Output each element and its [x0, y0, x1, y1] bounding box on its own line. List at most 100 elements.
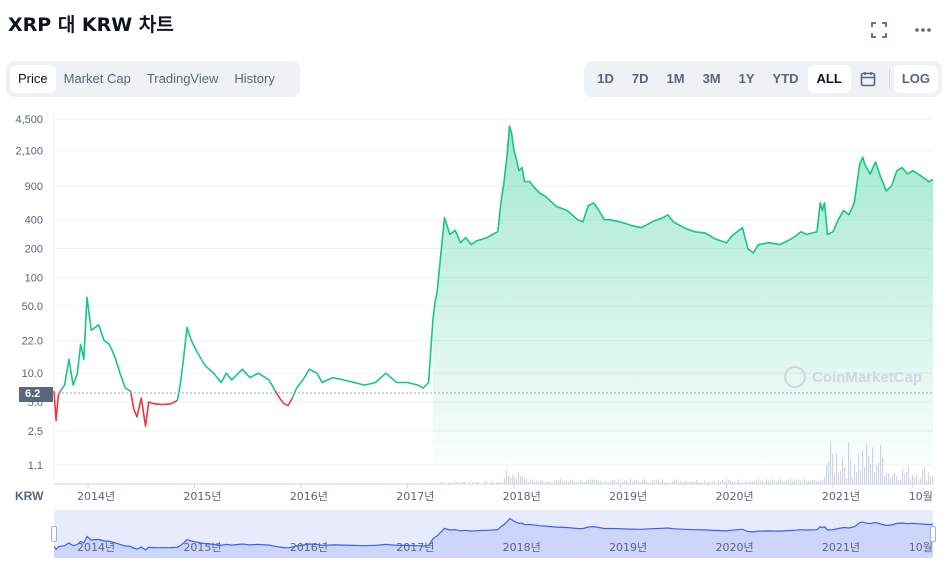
volume-bar	[630, 479, 632, 484]
range-1d[interactable]: 1D	[597, 71, 614, 86]
volume-bar	[824, 477, 826, 484]
volume-bar	[674, 479, 676, 484]
volume-bar	[586, 479, 588, 484]
volume-bar	[570, 479, 572, 484]
volume-bar	[608, 482, 610, 484]
volume-bars	[440, 441, 934, 484]
x-tick-label: 2014년	[77, 490, 115, 503]
volume-bar	[686, 481, 688, 484]
volume-bar	[518, 472, 520, 484]
volume-bar	[626, 481, 628, 484]
volume-bar	[526, 479, 528, 484]
price-series-line	[176, 326, 276, 401]
y-tick-label: 2,100	[15, 146, 43, 158]
volume-bar	[752, 481, 754, 484]
volume-bar	[516, 478, 518, 484]
range-navigator[interactable]: 2014년 2015년 2016년 2017년 2018년 2019년 2020년 2021년…	[54, 510, 933, 558]
volume-bar	[682, 482, 684, 484]
volume-bar	[528, 482, 530, 484]
volume-bar	[722, 480, 724, 484]
volume-bar	[522, 476, 524, 484]
volume-bar	[648, 482, 650, 484]
range-1y[interactable]: 1Y	[738, 71, 755, 86]
volume-bar	[852, 477, 854, 484]
volume-bar	[490, 482, 492, 484]
volume-bar	[600, 480, 602, 484]
volume-bar	[524, 479, 526, 484]
volume-bar	[492, 481, 494, 484]
volume-bar	[580, 480, 582, 484]
range-3m[interactable]: 3M	[702, 71, 721, 86]
volume-bar	[568, 481, 570, 484]
watermark-text: CoinMarketCap	[812, 368, 923, 386]
volume-bar	[920, 478, 922, 484]
volume-bar	[564, 481, 566, 484]
tab-market-cap[interactable]: Market Cap	[63, 71, 131, 86]
expand-icon[interactable]	[868, 20, 890, 40]
price-series-line	[274, 390, 294, 407]
volume-bar	[672, 480, 674, 484]
volume-bar	[906, 472, 908, 484]
price-series-line	[53, 390, 62, 422]
volume-bar	[838, 472, 840, 484]
calendar-icon[interactable]	[851, 65, 885, 93]
volume-bar	[814, 479, 816, 484]
volume-bar	[716, 482, 718, 484]
navigator-right-handle[interactable]	[930, 526, 936, 542]
volume-bar	[512, 474, 514, 484]
volume-bar	[748, 482, 750, 484]
volume-bar	[784, 481, 786, 484]
y-tick-label: 10.0	[22, 368, 43, 380]
volume-bar	[666, 482, 668, 484]
volume-bar	[678, 482, 680, 484]
volume-bar	[662, 479, 664, 484]
volume-bar	[772, 479, 774, 484]
volume-bar	[602, 482, 604, 484]
volume-bar	[922, 469, 924, 484]
volume-bar	[918, 480, 920, 484]
volume-bar	[872, 447, 874, 484]
range-1m[interactable]: 1M	[666, 71, 685, 86]
volume-bar	[594, 479, 596, 484]
tab-price[interactable]: Price	[10, 65, 56, 93]
range-all[interactable]: ALL	[807, 65, 851, 93]
log-toggle-button[interactable]: LOG	[893, 65, 938, 93]
volume-bar	[576, 481, 578, 484]
price-chart[interactable]: 4,5002,10090040020010050.022.010.05.02.5…	[0, 100, 952, 510]
volume-bar	[810, 481, 812, 484]
volume-bar	[542, 480, 544, 484]
volume-bar	[624, 480, 626, 484]
navigator-tick-label: 2021년	[822, 541, 860, 554]
volume-bar	[812, 479, 814, 484]
x-tick-label: 2018년	[503, 490, 541, 503]
volume-bar	[912, 474, 914, 484]
tab-tradingview[interactable]: TradingView	[146, 71, 219, 86]
volume-bar	[458, 482, 460, 484]
volume-bar	[534, 482, 536, 484]
volume-bar	[698, 482, 700, 484]
volume-bar	[676, 479, 678, 484]
volume-bar	[728, 480, 730, 484]
volume-bar	[634, 479, 636, 484]
volume-bar	[700, 482, 702, 484]
volume-bar	[574, 481, 576, 484]
volume-bar	[884, 475, 886, 484]
navigator-tick-label: 2014년	[77, 541, 115, 554]
volume-bar	[670, 482, 672, 484]
volume-bar	[468, 482, 470, 484]
volume-bar	[514, 476, 516, 484]
tab-history[interactable]: History	[234, 71, 275, 86]
volume-bar	[770, 481, 772, 484]
volume-bar	[708, 481, 710, 484]
more-icon[interactable]	[912, 20, 934, 40]
range-ytd[interactable]: YTD	[772, 71, 799, 86]
volume-bar	[696, 479, 698, 484]
range-7d[interactable]: 7D	[631, 71, 649, 86]
volume-bar	[878, 463, 880, 484]
navigator-left-handle[interactable]	[51, 526, 57, 542]
volume-bar	[614, 480, 616, 484]
volume-bar	[732, 481, 734, 484]
volume-bar	[530, 479, 532, 484]
volume-bar	[774, 480, 776, 484]
price-series-line	[59, 296, 132, 392]
